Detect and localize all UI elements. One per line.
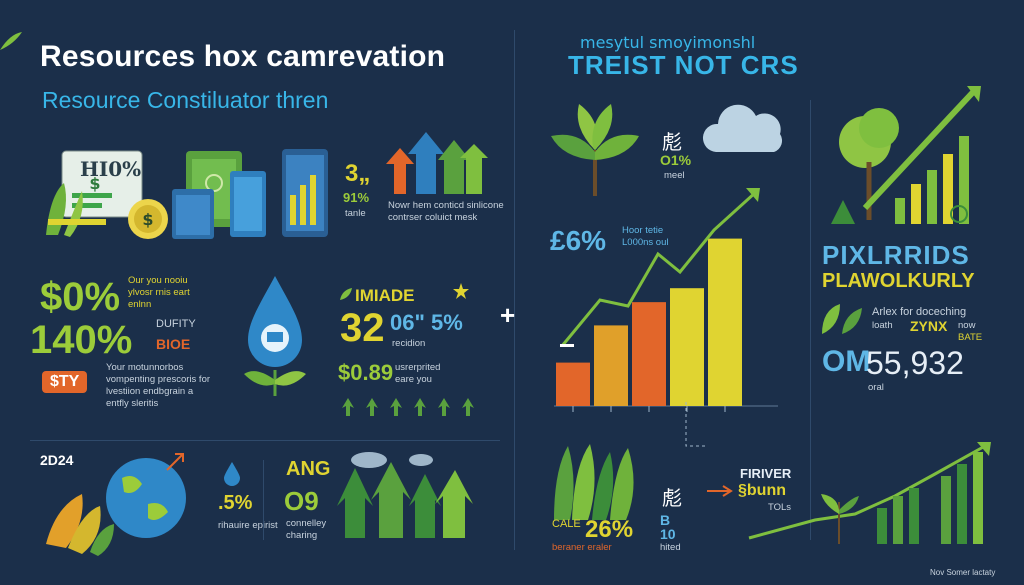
b-sign: B bbox=[660, 512, 671, 528]
big-number: 55,932 bbox=[866, 345, 964, 381]
page-title: Resources hox camrevation bbox=[40, 40, 446, 73]
oral-caption: oral bbox=[868, 382, 884, 393]
caption-09: connelley charing bbox=[286, 518, 327, 541]
note-text: Nowr hem conticd sinlicone contrser colu… bbox=[388, 200, 504, 223]
bat-text: BATE bbox=[958, 332, 983, 343]
arrow-right-icon bbox=[707, 485, 733, 497]
pct-e60: £6% bbox=[550, 225, 607, 256]
imade-label: IMIADE bbox=[355, 286, 415, 305]
connector-line-icon bbox=[685, 402, 708, 447]
cloud-icon bbox=[702, 104, 783, 152]
num-32: 32 bbox=[340, 306, 385, 350]
forest-illustration bbox=[335, 448, 475, 540]
chart-bar-5 bbox=[708, 238, 742, 406]
num-09: O9 bbox=[284, 486, 319, 516]
side-text-1: Our you nooiu ylvosr rnis eart enlnn bbox=[128, 275, 190, 310]
year-label: 2D24 bbox=[40, 452, 74, 468]
meel-caption: meel bbox=[664, 170, 685, 181]
pct-5: .5% bbox=[218, 492, 253, 514]
val-89: $0.89 bbox=[338, 360, 394, 385]
dotted-arrow-icon bbox=[166, 453, 184, 471]
trend-line bbox=[560, 190, 758, 347]
om-label: OM bbox=[822, 345, 871, 378]
water-drop-small-icon bbox=[224, 462, 240, 486]
arlex-text: Arlex for doceching bbox=[872, 306, 967, 318]
chart-bar-3 bbox=[632, 302, 666, 406]
glyph-2: 彪 bbox=[662, 488, 682, 510]
leaf-small-icon bbox=[340, 288, 352, 300]
leaf-corner-icon bbox=[0, 32, 22, 50]
plant-illustration bbox=[545, 100, 645, 200]
pct-01: O1% bbox=[660, 152, 692, 168]
right-title: TREIST NOT CRS bbox=[568, 50, 799, 80]
val-89-caption: usrerprited eare you bbox=[395, 362, 441, 385]
now-text: now bbox=[958, 320, 976, 331]
pct-50: $0% bbox=[40, 275, 121, 319]
pct-26: 26% bbox=[585, 516, 634, 543]
growth-chart-illustration bbox=[745, 440, 1005, 550]
stat-3: 3„ bbox=[345, 160, 371, 187]
pct-06: 06" 5% bbox=[390, 310, 463, 335]
bunn-label: §bunn bbox=[738, 482, 786, 499]
zynx-text: ZYNX bbox=[910, 318, 948, 334]
glyph-1: 彪 bbox=[662, 132, 682, 154]
devices-illustration bbox=[170, 145, 340, 245]
recidion-caption: recidion bbox=[392, 338, 426, 349]
page-subtitle: Resource Constiluator thren bbox=[42, 87, 329, 113]
globe-illustration bbox=[38, 448, 198, 558]
left-row-divider bbox=[30, 440, 500, 441]
card-label: HI0% bbox=[80, 157, 142, 181]
footer-note: Nov Somer lactaty bbox=[930, 568, 996, 577]
duffity-label: DUFITY bbox=[156, 318, 196, 330]
body-text: Your motunnorbos vompenting prescoris fo… bbox=[106, 362, 211, 409]
center-divider bbox=[514, 30, 515, 550]
chart-bar-4 bbox=[670, 288, 704, 406]
right-vertical-divider bbox=[810, 100, 811, 540]
num-10: 10 bbox=[660, 526, 676, 542]
right-handwritten-title: mesytul smoyimonshl bbox=[580, 33, 756, 52]
star-icon bbox=[453, 283, 469, 299]
caption-cale: CALE bbox=[552, 518, 581, 530]
svg-text:$: $ bbox=[142, 210, 153, 229]
small-divider-1 bbox=[263, 460, 264, 540]
water-drop-illustration bbox=[230, 270, 320, 400]
caption-cale-sub: beraner eraler bbox=[552, 542, 612, 553]
plus-icon: + bbox=[500, 300, 516, 330]
chart-bar-2 bbox=[594, 325, 628, 406]
tree-row-illustration bbox=[342, 398, 474, 416]
hoot-text: Hoor tetie L000ns oul bbox=[622, 225, 669, 248]
arrows-trees-illustration bbox=[380, 130, 490, 200]
svg-text:$: $ bbox=[89, 174, 100, 193]
chart-dash bbox=[560, 344, 574, 347]
money-illustration: $ $ bbox=[40, 145, 180, 245]
stat-91: 91% bbox=[343, 190, 370, 205]
bar-chart bbox=[554, 188, 778, 412]
pixr-line1: PIXLRRIDS bbox=[822, 240, 970, 270]
chart-bar-1 bbox=[556, 362, 590, 406]
bush-illustration bbox=[548, 440, 648, 522]
loath-text: loath bbox=[872, 320, 893, 331]
caption-5: rihauire epirist bbox=[218, 520, 278, 531]
trend-arrow-head bbox=[746, 188, 760, 202]
tree-growth-illustration bbox=[825, 80, 985, 230]
ang-label: ANG bbox=[286, 458, 331, 480]
pixr-line2: PLAWOLKURLY bbox=[822, 270, 975, 292]
stat-91-caption: tanle bbox=[345, 208, 366, 219]
pct-140: 140% bbox=[30, 318, 133, 362]
leaf-pair-icon bbox=[822, 304, 862, 334]
hited-caption: hited bbox=[660, 542, 681, 553]
firiver-label: FIRIVER bbox=[740, 466, 792, 481]
badge-sty: $TY bbox=[42, 371, 88, 393]
tols-caption: TOLs bbox=[768, 502, 792, 513]
bioe-label: BIOE bbox=[156, 336, 191, 352]
